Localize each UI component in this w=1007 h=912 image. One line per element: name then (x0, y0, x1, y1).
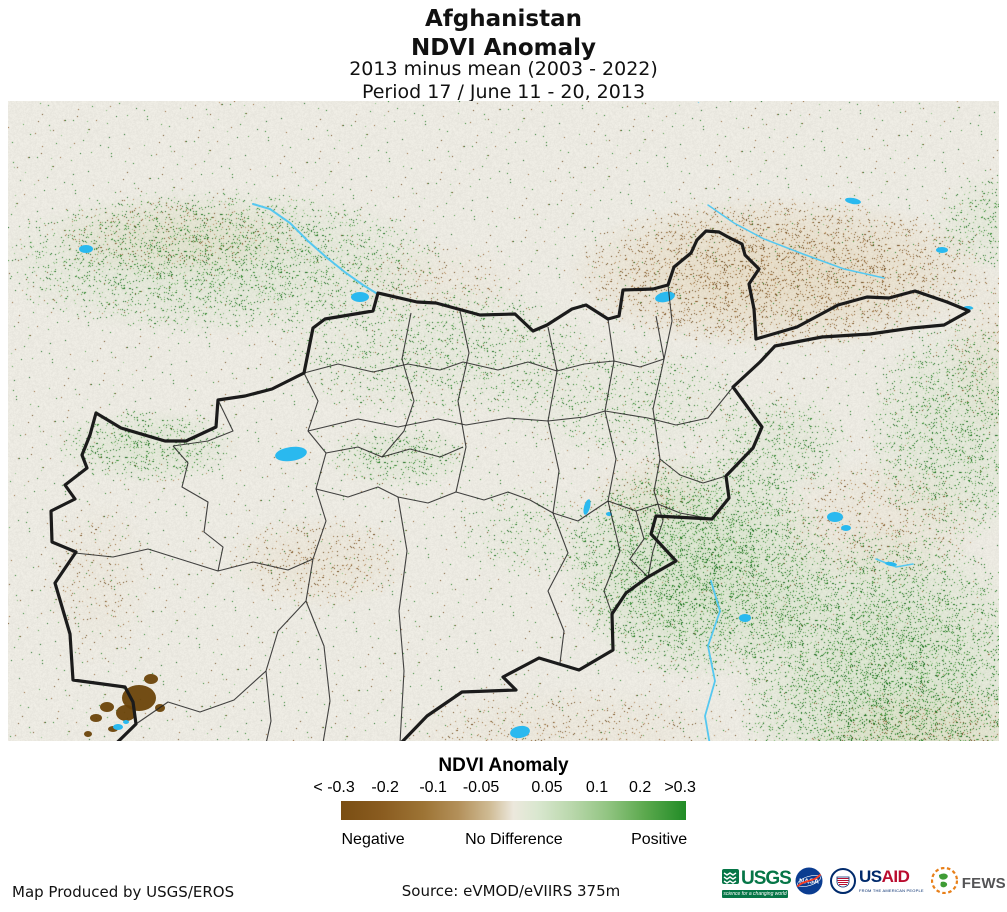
page-title: Afghanistan (424, 6, 582, 32)
legend-tick: -0.1 (419, 779, 447, 796)
legend-tick: 0.2 (628, 779, 652, 796)
legend-sublabel: Negative (341, 831, 405, 848)
ndvi-raster-canvas (8, 101, 999, 741)
fews-net-logo: FEWS NET (930, 866, 1007, 899)
legend-colorbar (341, 801, 686, 820)
usaid-logo: USAID FROM THE AMERICAN PEOPLE (830, 866, 924, 899)
nasa-logo: NASA (795, 867, 823, 900)
map-area (8, 101, 999, 741)
usgs-waves-icon (722, 868, 739, 889)
legend-tick: < -0.3 (313, 779, 355, 796)
legend-sublabel: No Difference (465, 831, 563, 848)
usgs-tagline: science for a changing world (722, 889, 788, 898)
usgs-logo: USGS science for a changing world (722, 867, 792, 898)
agency-logos: USGS science for a changing world NASA (722, 865, 1007, 901)
legend-tick: 0.1 (585, 779, 609, 796)
usaid-seal-icon (830, 867, 856, 899)
produced-by-text: Map Produced by USGS/EROS (12, 883, 235, 901)
page-subtitle: NDVI Anomaly (410, 35, 597, 61)
usgs-wordmark: USGS (741, 867, 792, 889)
legend-tick: -0.2 (371, 779, 399, 796)
legend-title: NDVI Anomaly (438, 755, 569, 776)
header-period-range: 2013 minus mean (2003 - 2022) (349, 58, 658, 80)
legend-tick: >0.3 (664, 779, 696, 796)
header-period-dates: Period 17 / June 11 - 20, 2013 (361, 81, 646, 103)
legend-tick: -0.05 (462, 779, 500, 796)
source-text: Source: eVMOD/eVIIRS 375m (401, 882, 621, 900)
fews-globe-icon (930, 866, 958, 899)
legend-sublabel: Positive (631, 831, 688, 848)
usaid-tagline: FROM THE AMERICAN PEOPLE (859, 887, 924, 893)
usaid-wordmark-us: US (859, 866, 882, 886)
svg-text:NASA: NASA (799, 878, 819, 885)
legend-tick: 0.05 (531, 779, 563, 796)
usaid-wordmark-aid: AID (881, 866, 910, 886)
fews-wordmark: FEWS NET (961, 874, 1007, 892)
